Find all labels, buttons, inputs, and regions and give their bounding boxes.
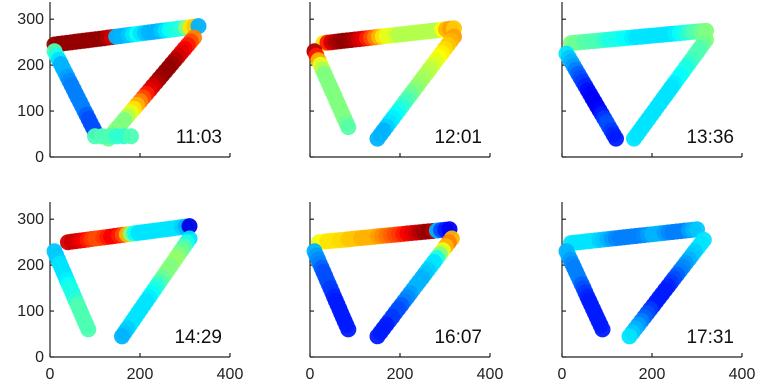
segment-right xyxy=(626,31,714,147)
panel-time-label: 13:36 xyxy=(686,127,734,148)
segment-left xyxy=(558,45,624,147)
y-tick-label: 100 xyxy=(17,303,44,320)
x-tick-label: 400 xyxy=(729,366,756,383)
x-tick-label: 0 xyxy=(306,366,315,383)
segment-bottom xyxy=(87,128,139,145)
x-tick-label: 400 xyxy=(477,366,504,383)
scatter-point xyxy=(340,119,357,136)
x-tick-label: 200 xyxy=(639,366,666,383)
panel-1607: 0 200 400 16:07 xyxy=(306,202,504,383)
panel-1103: 0 100 200 300 11:03 xyxy=(17,2,231,166)
segment-top xyxy=(315,20,462,52)
x-tick-label: 0 xyxy=(558,366,567,383)
scatter-point xyxy=(608,130,624,147)
segment-right xyxy=(114,230,198,345)
y-tick-label: 200 xyxy=(17,257,44,274)
scatter-point xyxy=(369,130,386,147)
segment-top xyxy=(563,221,705,252)
x-tick-label: 400 xyxy=(217,366,244,383)
segment-left xyxy=(558,243,611,338)
y-tick-label: 200 xyxy=(17,57,44,74)
panel-1429: 0 100 200 300 0 200 400 14:29 xyxy=(17,202,243,383)
y-tick-label: 300 xyxy=(17,11,44,28)
scatter-point xyxy=(340,321,357,338)
scatter-point xyxy=(626,130,642,147)
panel-time-label: 16:07 xyxy=(434,327,482,348)
segment-top xyxy=(311,221,458,251)
scatter-point xyxy=(123,128,139,145)
segment-right xyxy=(621,231,712,345)
panel-time-label: 11:03 xyxy=(176,127,222,148)
y-tick-label: 0 xyxy=(35,349,44,366)
segment-right xyxy=(369,28,462,147)
segment-left xyxy=(46,243,97,338)
panel-1731: 0 200 400 17:31 xyxy=(558,202,756,383)
panel-1201: 12:01 xyxy=(306,2,491,158)
segment-right xyxy=(100,29,202,147)
panel-time-label: 12:01 xyxy=(434,127,482,148)
segment-left xyxy=(46,43,103,140)
segment-left xyxy=(306,43,357,136)
x-tick-label: 200 xyxy=(127,366,154,383)
panel-time-label: 17:31 xyxy=(686,327,734,348)
x-tick-label: 200 xyxy=(387,366,414,383)
y-tick-label: 0 xyxy=(35,149,44,166)
segment-left xyxy=(306,243,357,338)
panel-1336: 13:36 xyxy=(558,2,743,158)
scatter-point xyxy=(621,328,638,345)
segment-top xyxy=(46,18,207,53)
scatter-point xyxy=(369,328,386,345)
scatter-point xyxy=(80,321,97,338)
y-tick-label: 300 xyxy=(17,211,44,228)
panel-time-label: 14:29 xyxy=(174,327,222,348)
scatter-point xyxy=(594,321,611,338)
segment-right xyxy=(369,230,460,345)
x-tick-label: 0 xyxy=(46,366,55,383)
y-tick-label: 100 xyxy=(17,103,44,120)
scatter-point xyxy=(114,328,130,345)
scatter-point xyxy=(181,218,198,235)
